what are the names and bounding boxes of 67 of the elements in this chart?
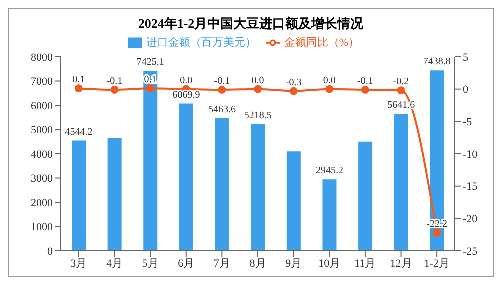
x-tick-label: 11月 <box>354 258 376 270</box>
data-label: 7425.1 <box>136 56 164 68</box>
y2-tick-label: -5 <box>463 116 473 129</box>
y2-tick-label: 5 <box>463 52 469 64</box>
data-label: 0.0 <box>252 75 264 86</box>
x-tick-label: 7月 <box>214 258 230 270</box>
x-tick-label: 12月 <box>390 258 412 270</box>
x-tick-label: 3月 <box>70 258 88 270</box>
data-label: 6069.9 <box>172 90 200 101</box>
point <box>110 86 119 94</box>
point <box>254 85 262 94</box>
data-label: 0.1 <box>72 74 86 86</box>
point <box>326 85 334 94</box>
y-tick-label: 5000 <box>31 124 54 137</box>
bar <box>179 104 194 251</box>
x-tick-label: 9月 <box>286 258 302 270</box>
y2-tick-label: -15 <box>463 181 478 194</box>
point <box>74 84 83 93</box>
bar <box>251 124 266 251</box>
data-label: -0.1 <box>214 76 230 87</box>
data-label: 5218.5 <box>244 110 272 122</box>
data-label: -0.1 <box>106 76 123 87</box>
bar <box>215 118 230 251</box>
data-label: -0.1 <box>358 76 374 87</box>
point <box>397 86 406 95</box>
point <box>361 86 370 94</box>
y-tick-label: 1000 <box>31 222 54 234</box>
point <box>433 228 442 237</box>
y2-tick-label: -10 <box>463 148 478 161</box>
bar <box>394 114 408 251</box>
data-label: 0.1 <box>144 74 157 86</box>
data-label: 7438.8 <box>423 56 451 68</box>
data-label: 2945.2 <box>316 166 344 177</box>
y-tick-label: 0 <box>48 246 54 258</box>
x-tick-label: 4月 <box>106 258 123 270</box>
y2-tick-label: -20 <box>463 214 478 226</box>
y-tick-label: 7000 <box>31 76 54 88</box>
y-tick-label: 8000 <box>31 52 54 64</box>
x-tick-label: 5月 <box>142 258 159 270</box>
y-tick-label: 6000 <box>31 100 54 112</box>
point <box>290 87 298 96</box>
point <box>146 84 155 93</box>
bar <box>108 138 122 251</box>
legend-label: 金额同比（%） <box>284 37 360 49</box>
chart-title: 2024年1-2月中国大豆进口额及增长情况 <box>137 15 365 33</box>
data-label: 4544.2 <box>65 126 93 138</box>
data-label: 5463.6 <box>208 104 236 116</box>
point <box>218 86 226 94</box>
x-tick-label: 6月 <box>178 258 195 270</box>
x-tick-label: 8月 <box>250 258 266 270</box>
x-tick-label: 10月 <box>318 258 341 270</box>
y-tick-label: 4000 <box>31 148 54 161</box>
data-label: -0.3 <box>286 77 302 88</box>
bar <box>358 142 373 251</box>
bar <box>286 152 301 251</box>
data-label: 0.0 <box>180 75 193 86</box>
legend-label: 进口金额（百万美元） <box>146 37 256 49</box>
data-label: 0.0 <box>323 75 336 86</box>
y-tick-label: 2000 <box>31 197 54 210</box>
data-label: -0.2 <box>393 76 410 88</box>
bar <box>72 140 86 251</box>
y2-tick-label: 0 <box>463 84 469 96</box>
x-tick-label: 1-2月 <box>424 258 450 270</box>
y2-tick-label: -25 <box>463 246 478 258</box>
bar <box>322 180 337 251</box>
y-tick-label: 3000 <box>31 173 54 186</box>
bar <box>144 70 158 251</box>
